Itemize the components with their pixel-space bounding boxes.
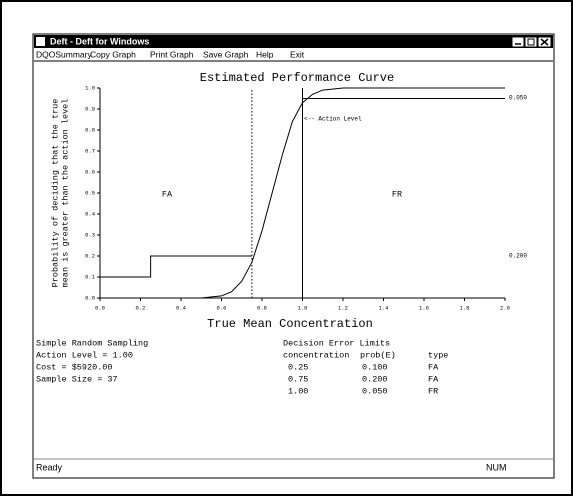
limits-header: type — [428, 350, 448, 360]
status-indicator: NUM — [486, 462, 507, 472]
y-tick-label: 0.9 — [85, 105, 95, 112]
window — [32, 33, 555, 479]
x-tick-label: 0.4 — [176, 304, 187, 311]
curve-line — [100, 87, 505, 299]
maximize-button[interactable] — [524, 36, 538, 48]
y-tick-label: 1.0 — [85, 84, 95, 91]
maximize-glyph — [527, 38, 535, 46]
annotation: FA — [162, 189, 173, 199]
x-tick-label: 0.8 — [257, 304, 267, 311]
x-tick-label: 0.6 — [217, 304, 227, 311]
y-tick-label: 0.4 — [85, 210, 96, 217]
info-line: Sample Size = 37 — [36, 374, 118, 384]
y-tick-label: 0.1 — [85, 273, 96, 280]
x-axis-label: True Mean Concentration — [207, 317, 373, 331]
menu-item[interactable]: Save Graph — [203, 49, 249, 59]
y-axis-label: Probability of deciding that the true — [50, 99, 60, 288]
x-tick-label: 2.0 — [500, 304, 510, 311]
y-tick-label: 0.0 — [85, 294, 95, 301]
x-tick-label: 1.4 — [379, 304, 390, 311]
limits-header: prob(E) — [360, 350, 396, 360]
menu-item[interactable]: DQOSummary — [36, 49, 92, 59]
window-buttons[interactable] — [511, 36, 552, 48]
info-line: Simple Random Sampling — [36, 338, 148, 348]
annotation: 0.200 — [509, 253, 527, 260]
limits-cell: FA — [428, 374, 439, 384]
limits-cell: 0.100 — [362, 362, 388, 372]
y-tick-label: 0.8 — [85, 126, 95, 133]
annotation: 0.050 — [509, 95, 527, 102]
limits-cell: 1.00 — [288, 386, 308, 396]
title-bar — [34, 35, 553, 48]
y-tick-label: 0.3 — [85, 231, 95, 238]
info-line: Cost = $5920.00 — [36, 362, 113, 372]
curve-line — [100, 255, 252, 278]
y-tick-label: 0.6 — [85, 168, 95, 175]
annotation: FR — [392, 189, 402, 199]
limits-header: concentration — [283, 350, 349, 360]
limits-cell: 0.200 — [362, 374, 388, 384]
status-text: Ready — [36, 462, 63, 472]
close-glyph — [540, 38, 549, 46]
y-tick-label: 0.2 — [85, 252, 95, 259]
app-icon — [36, 37, 45, 46]
y-tick-label: 0.5 — [85, 189, 95, 196]
x-tick-label: 1.8 — [460, 304, 470, 311]
limits-cell: 0.25 — [288, 362, 308, 372]
y-tick-label: 0.7 — [85, 147, 95, 154]
limits-title: Decision Error Limits — [283, 338, 390, 348]
x-tick-label: 1.6 — [419, 304, 429, 311]
limits-cell: 0.75 — [288, 374, 308, 384]
limits-cell: FR — [428, 386, 438, 396]
x-tick-label: 1.2 — [338, 304, 348, 311]
limits-cell: FA — [428, 362, 439, 372]
x-tick-label: 0.2 — [136, 304, 146, 311]
y-axis-label: mean is greater than the action level — [60, 99, 70, 288]
info-line: Action Level = 1.00 — [36, 350, 133, 360]
menu-item[interactable]: Copy Graph — [90, 49, 136, 59]
menu-item[interactable]: Help — [256, 49, 274, 59]
menu-item[interactable]: Print Graph — [150, 49, 194, 59]
limits-cell: 0.050 — [362, 386, 388, 396]
x-tick-label: 0.0 — [95, 304, 105, 311]
window-title: Deft - Deft for Windows — [50, 36, 149, 46]
annotation: <-- Action Level — [304, 116, 362, 123]
menu-item[interactable]: Exit — [290, 49, 305, 59]
x-tick-label: 1.0 — [298, 304, 308, 311]
minimize-button[interactable] — [511, 36, 525, 48]
chart-title: Estimated Performance Curve — [200, 71, 394, 85]
